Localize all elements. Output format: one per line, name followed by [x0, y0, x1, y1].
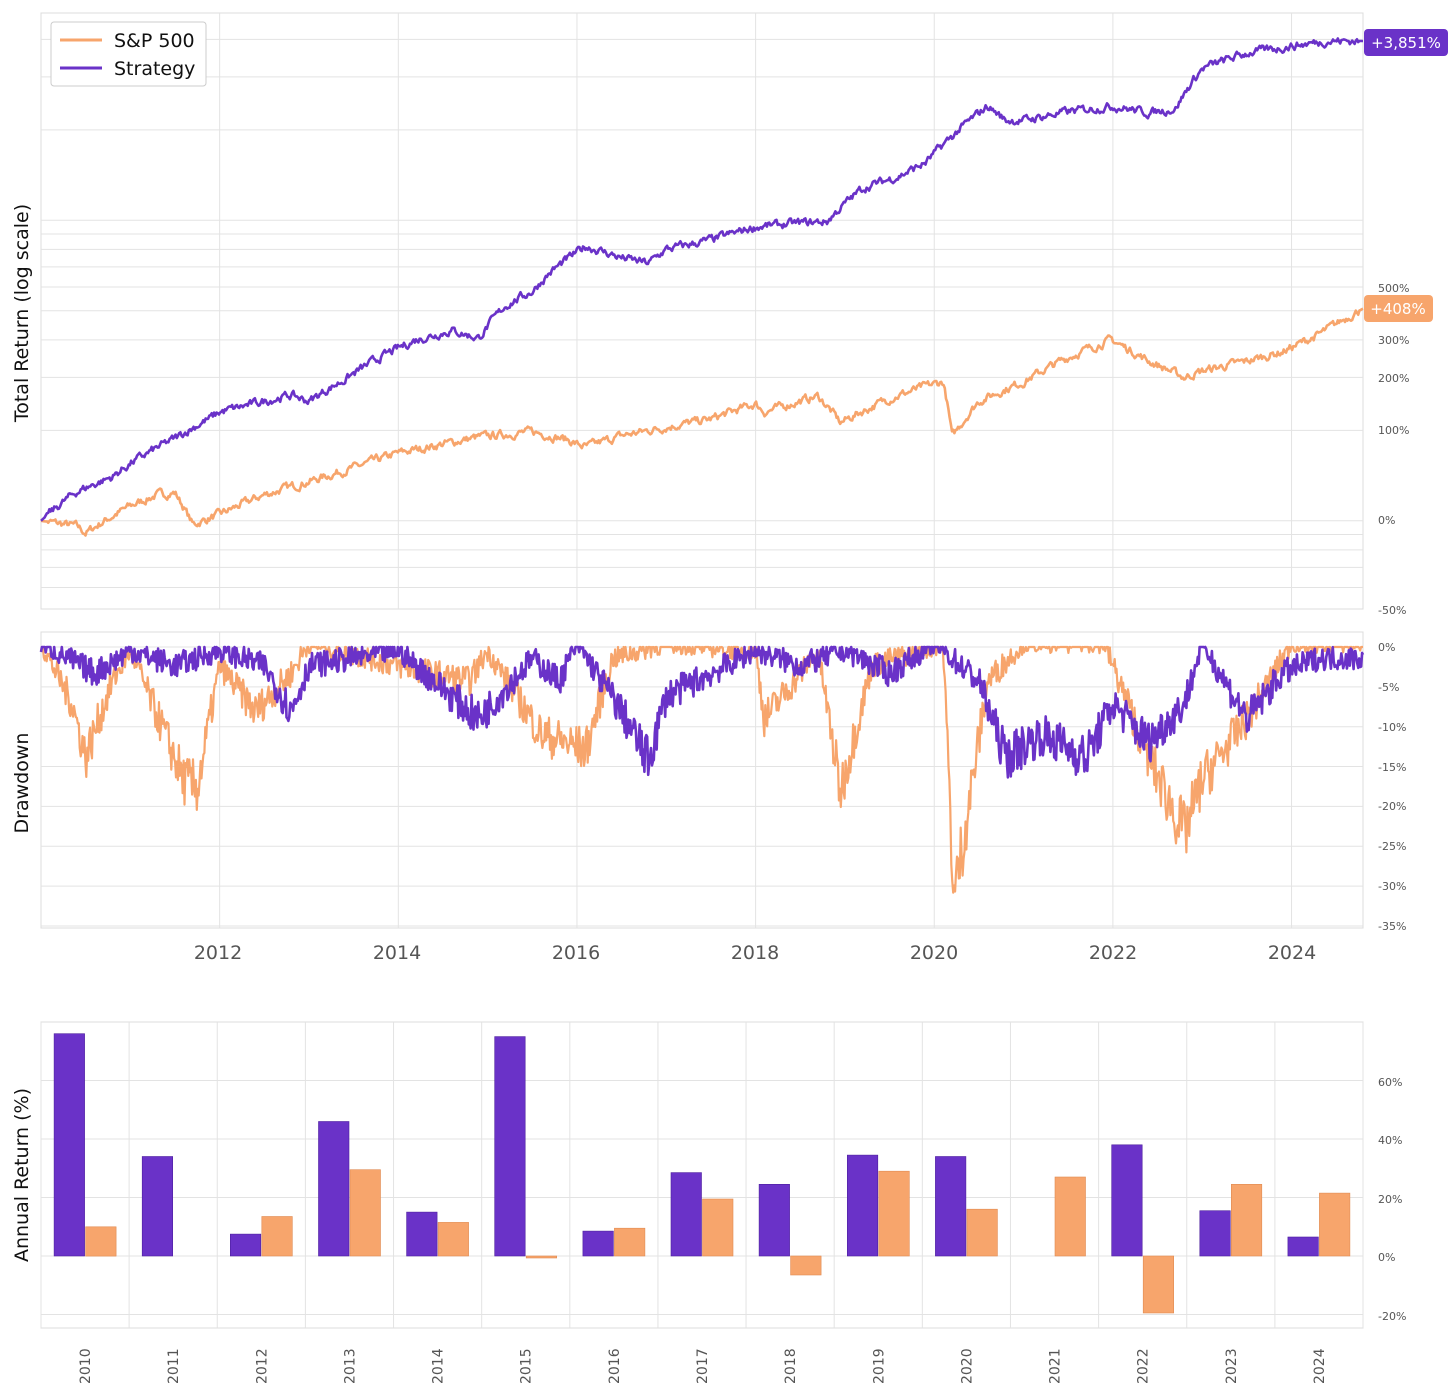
y-tick-label: -50%: [1378, 604, 1406, 617]
y-tick-label: 20%: [1378, 1193, 1402, 1206]
strategy-annual-bar: [318, 1121, 350, 1257]
legend-label-sp500: S&P 500: [114, 30, 195, 52]
y-tick-label: 0%: [1378, 641, 1395, 654]
x-tick-label: 2015: [519, 1348, 535, 1384]
x-tick-label: 2023: [1224, 1348, 1240, 1384]
sp500-annual-bar: [525, 1255, 558, 1259]
x-tick-label: 2016: [607, 1348, 623, 1384]
x-tick-label: 2019: [871, 1348, 887, 1384]
x-tick-label: 2016: [552, 942, 600, 964]
annual-return-y-ticks: 60% 40% 20% 0% -20%: [1378, 1076, 1406, 1323]
total-return-y-axis-label: Total Return (log scale): [11, 204, 33, 423]
y-tick-label: -30%: [1378, 880, 1406, 893]
y-tick-label: -5%: [1378, 681, 1399, 694]
y-tick-label: -10%: [1378, 721, 1406, 734]
y-tick-label: 500%: [1378, 282, 1409, 295]
annual-return-y-axis-label: Annual Return (%): [11, 1088, 33, 1262]
legend-label-strategy: Strategy: [114, 58, 195, 80]
end-label-sp500: +408%: [1364, 295, 1433, 322]
strategy-annual-bar: [1111, 1144, 1143, 1257]
sp500-annual-bar: [878, 1170, 910, 1257]
sp500-return-line: [40, 307, 1364, 537]
x-tick-label: 2013: [342, 1348, 358, 1384]
total-return-panel: 500% 300% 200% 100% 0% -50% Total Return…: [11, 12, 1448, 617]
y-tick-label: 0%: [1378, 514, 1395, 527]
x-tick-label: 2017: [695, 1348, 711, 1384]
legend[interactable]: S&P 500 Strategy: [50, 21, 207, 87]
strategy-annual-bar: [935, 1156, 967, 1257]
drawdown-panel: 0% -5% -10% -15% -20% -25% -30% -35% 201…: [11, 631, 1406, 964]
legend-box: [50, 21, 207, 87]
drawdown-y-ticks: 0% -5% -10% -15% -20% -25% -30% -35%: [1378, 641, 1406, 933]
end-label-strategy-badge: [1364, 29, 1448, 56]
x-tick-label: 2021: [1048, 1348, 1064, 1384]
strategy-annual-bar: [758, 1184, 790, 1257]
y-tick-label: 100%: [1378, 424, 1409, 437]
sp500-annual-bar: [1142, 1255, 1174, 1314]
x-tick-label: 2022: [1136, 1348, 1152, 1384]
sp500-annual-bar: [349, 1169, 381, 1257]
x-tick-label: 2014: [373, 942, 421, 964]
strategy-annual-bar: [846, 1154, 879, 1257]
strategy-annual-bar: [141, 1156, 173, 1257]
y-tick-label: -35%: [1378, 920, 1406, 933]
x-tick-label: 2011: [166, 1348, 182, 1384]
end-label-sp500-badge: [1364, 295, 1433, 322]
x-tick-label: 2014: [431, 1348, 447, 1384]
x-tick-label: 2020: [910, 942, 958, 964]
x-tick-label: 2010: [78, 1348, 94, 1384]
strategy-annual-bar: [1199, 1210, 1231, 1257]
x-tick-label: 2024: [1312, 1348, 1328, 1384]
y-tick-label: -20%: [1378, 1310, 1406, 1323]
total-return-y-ticks: 500% 300% 200% 100% 0% -50%: [1378, 282, 1409, 617]
sp500-annual-bar: [85, 1226, 117, 1257]
y-tick-label: 40%: [1378, 1134, 1402, 1147]
sp500-annual-bar: [1231, 1184, 1263, 1257]
strategy-annual-bar: [670, 1172, 702, 1257]
end-label-strategy-text: +3,851%: [1371, 34, 1441, 52]
y-tick-label: -20%: [1378, 800, 1406, 813]
sp500-annual-bar: [614, 1227, 646, 1257]
strategy-annual-bar: [53, 1033, 85, 1257]
y-tick-label: -15%: [1378, 761, 1406, 774]
sp500-annual-bar: [966, 1208, 998, 1257]
sp500-annual-bar: [702, 1198, 734, 1257]
total-return-lines: [40, 37, 1364, 537]
drawdown-x-ticks: 2012 2014 2016 2018 2020 2022 2024: [194, 942, 1316, 964]
drawdown-y-axis-label: Drawdown: [11, 733, 33, 834]
annual-return-bars: [53, 1033, 1351, 1314]
annual-return-panel: 60% 40% 20% 0% -20% 2010 2011 2012 2013 2014…: [11, 1021, 1406, 1384]
x-tick-label: 2024: [1268, 942, 1316, 964]
y-tick-label: 60%: [1378, 1076, 1402, 1089]
strategy-return-line: [40, 37, 1364, 522]
y-tick-label: 0%: [1378, 1251, 1395, 1264]
strategy-drawdown-line: [39, 645, 1365, 779]
x-tick-label: 2018: [783, 1348, 799, 1384]
x-tick-label: 2022: [1089, 942, 1137, 964]
annual-return-x-ticks: 2010 2011 2012 2013 2014 2015 2016 2017 2018 2019…: [78, 1348, 1328, 1384]
sp500-annual-bar: [1054, 1176, 1086, 1257]
x-tick-label: 2018: [731, 942, 779, 964]
end-label-sp500-text: +408%: [1370, 300, 1425, 318]
x-tick-label: 2012: [254, 1348, 270, 1384]
annual-return-frame: [40, 1021, 1364, 1329]
y-tick-label: -25%: [1378, 840, 1406, 853]
sp500-annual-bar: [261, 1216, 293, 1257]
y-tick-label: 200%: [1378, 372, 1409, 385]
sp500-annual-bar: [790, 1255, 822, 1276]
x-tick-label: 2020: [959, 1348, 975, 1384]
strategy-annual-bar: [1287, 1236, 1319, 1257]
sp500-annual-bar: [1319, 1192, 1351, 1257]
sp500-annual-bar: [437, 1222, 469, 1257]
strategy-annual-bar: [582, 1230, 614, 1257]
annual-return-grid: [40, 1022, 1364, 1328]
end-label-strategy: +3,851%: [1364, 29, 1448, 56]
x-tick-label: 2012: [194, 942, 242, 964]
strategy-annual-bar: [406, 1211, 438, 1257]
strategy-annual-bar: [494, 1036, 526, 1257]
strategy-annual-bar: [230, 1233, 262, 1257]
drawdown-lines: [39, 645, 1365, 894]
y-tick-label: 300%: [1378, 334, 1409, 347]
